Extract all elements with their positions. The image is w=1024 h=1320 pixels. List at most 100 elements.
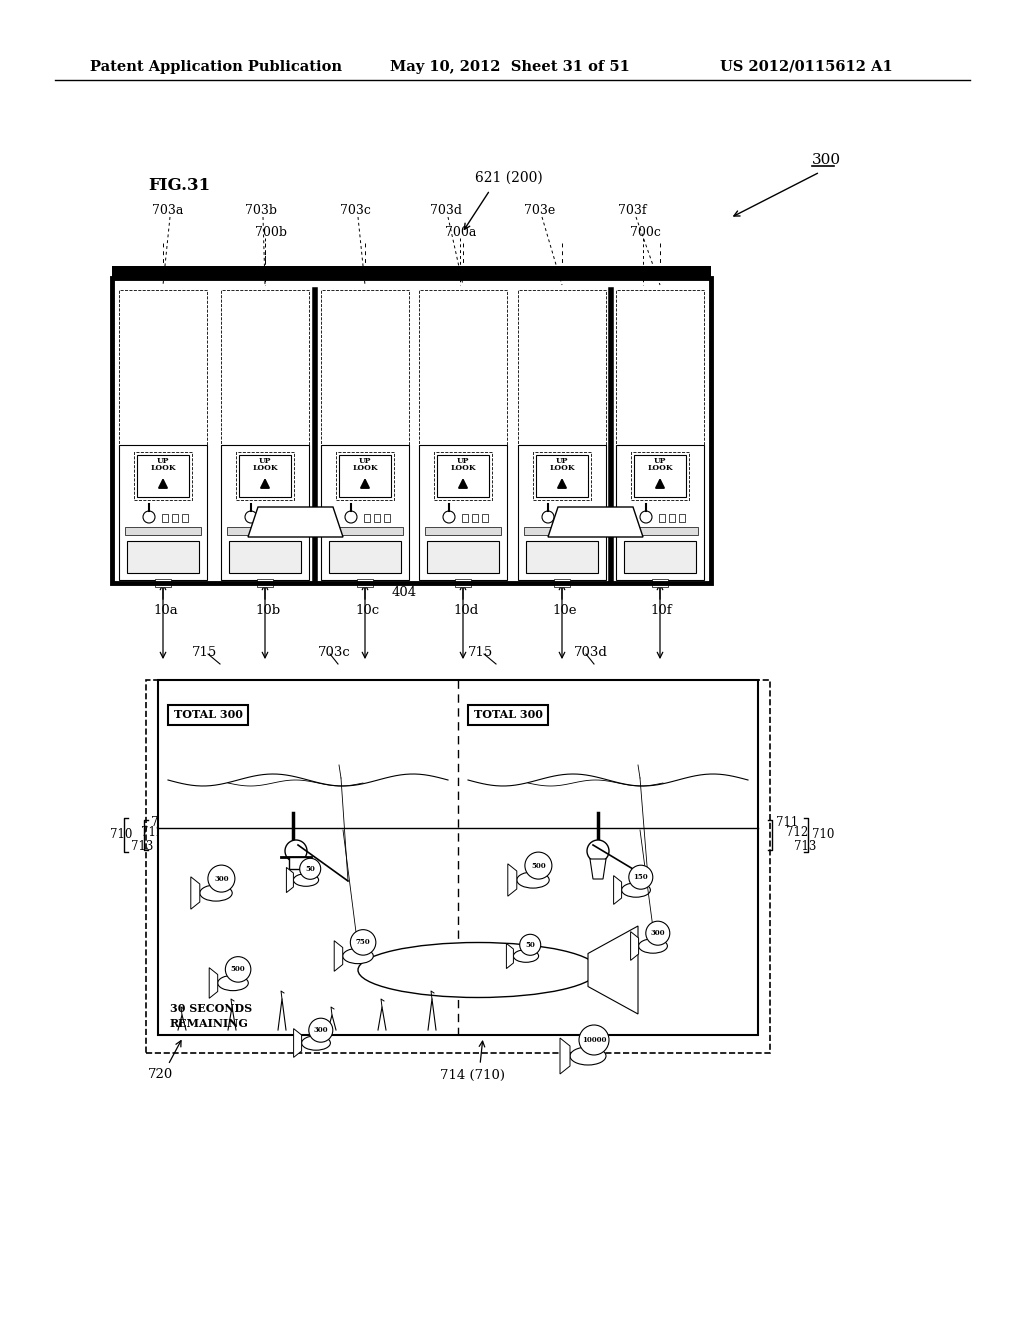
Bar: [321, 290, 409, 445]
Text: 700a: 700a: [445, 226, 476, 239]
Text: 703a: 703a: [152, 203, 183, 216]
Text: 700b: 700b: [255, 226, 287, 239]
Bar: [634, 455, 686, 498]
Circle shape: [309, 1018, 333, 1043]
Text: 10c: 10c: [355, 603, 379, 616]
Polygon shape: [507, 944, 513, 969]
Polygon shape: [248, 507, 343, 537]
Bar: [669, 513, 675, 521]
Bar: [581, 513, 587, 521]
Bar: [182, 513, 188, 521]
Bar: [227, 527, 303, 535]
Bar: [236, 451, 294, 500]
Bar: [336, 451, 394, 500]
Text: LOOK: LOOK: [252, 465, 278, 473]
Circle shape: [640, 511, 652, 523]
Text: 500: 500: [230, 965, 246, 973]
Bar: [155, 579, 171, 587]
Bar: [229, 541, 301, 573]
Text: 703c: 703c: [340, 203, 371, 216]
Bar: [652, 579, 668, 587]
Bar: [518, 290, 606, 445]
Circle shape: [345, 511, 357, 523]
Polygon shape: [590, 859, 606, 879]
Bar: [462, 513, 468, 521]
Text: UP: UP: [358, 457, 372, 465]
Text: 710: 710: [110, 829, 132, 842]
Bar: [172, 513, 178, 521]
Bar: [659, 513, 665, 521]
Text: 703c: 703c: [318, 645, 351, 659]
Bar: [221, 445, 309, 579]
Bar: [168, 705, 248, 725]
Text: 500: 500: [531, 862, 546, 870]
Circle shape: [629, 865, 653, 890]
Bar: [119, 445, 207, 579]
Text: 30 SECONDS
REMAINING: 30 SECONDS REMAINING: [170, 1003, 252, 1028]
Bar: [419, 290, 507, 445]
Bar: [127, 541, 199, 573]
Bar: [524, 527, 600, 535]
Text: 715: 715: [193, 645, 217, 659]
Text: LOOK: LOOK: [549, 465, 574, 473]
Ellipse shape: [294, 874, 318, 886]
Text: LOOK: LOOK: [451, 465, 476, 473]
Text: 713: 713: [794, 841, 816, 854]
Bar: [679, 513, 685, 521]
Circle shape: [245, 511, 257, 523]
Text: UP: UP: [653, 457, 667, 465]
Bar: [274, 513, 280, 521]
Bar: [327, 527, 403, 535]
Circle shape: [646, 921, 670, 945]
Bar: [329, 541, 401, 573]
Circle shape: [520, 935, 541, 956]
Text: 750: 750: [355, 939, 371, 946]
Polygon shape: [209, 968, 218, 998]
Circle shape: [143, 511, 155, 523]
Bar: [112, 267, 711, 279]
Text: 711: 711: [151, 817, 173, 829]
Text: 703d: 703d: [574, 645, 608, 659]
Ellipse shape: [517, 873, 549, 888]
Polygon shape: [190, 876, 200, 909]
Text: 703d: 703d: [430, 203, 462, 216]
Circle shape: [350, 929, 376, 956]
Circle shape: [542, 511, 554, 523]
Bar: [321, 445, 409, 579]
Ellipse shape: [622, 883, 650, 898]
Polygon shape: [560, 1038, 570, 1074]
Text: US 2012/0115612 A1: US 2012/0115612 A1: [720, 59, 893, 74]
Text: TOTAL 300: TOTAL 300: [173, 710, 243, 721]
Bar: [239, 455, 291, 498]
Bar: [455, 579, 471, 587]
Bar: [134, 451, 193, 500]
Text: 50: 50: [525, 941, 536, 949]
Bar: [616, 290, 705, 445]
Polygon shape: [287, 867, 294, 892]
Bar: [526, 541, 598, 573]
Polygon shape: [334, 941, 343, 972]
Bar: [146, 680, 770, 1053]
Bar: [162, 513, 168, 521]
Circle shape: [300, 858, 321, 879]
Polygon shape: [588, 927, 638, 1014]
Text: 621 (200): 621 (200): [475, 172, 543, 185]
Text: 712: 712: [786, 826, 808, 840]
Ellipse shape: [218, 975, 248, 990]
Text: 711: 711: [776, 817, 799, 829]
Bar: [554, 579, 570, 587]
Text: UP: UP: [157, 457, 169, 465]
Bar: [437, 455, 489, 498]
Text: 703b: 703b: [245, 203, 278, 216]
Bar: [364, 513, 370, 521]
Text: 703f: 703f: [618, 203, 646, 216]
Text: LOOK: LOOK: [352, 465, 378, 473]
Ellipse shape: [639, 939, 668, 953]
Text: 10f: 10f: [650, 603, 672, 616]
Bar: [221, 290, 309, 445]
Bar: [616, 445, 705, 579]
Bar: [112, 279, 711, 583]
Text: 300: 300: [650, 929, 665, 937]
Circle shape: [208, 865, 234, 892]
Bar: [427, 541, 499, 573]
